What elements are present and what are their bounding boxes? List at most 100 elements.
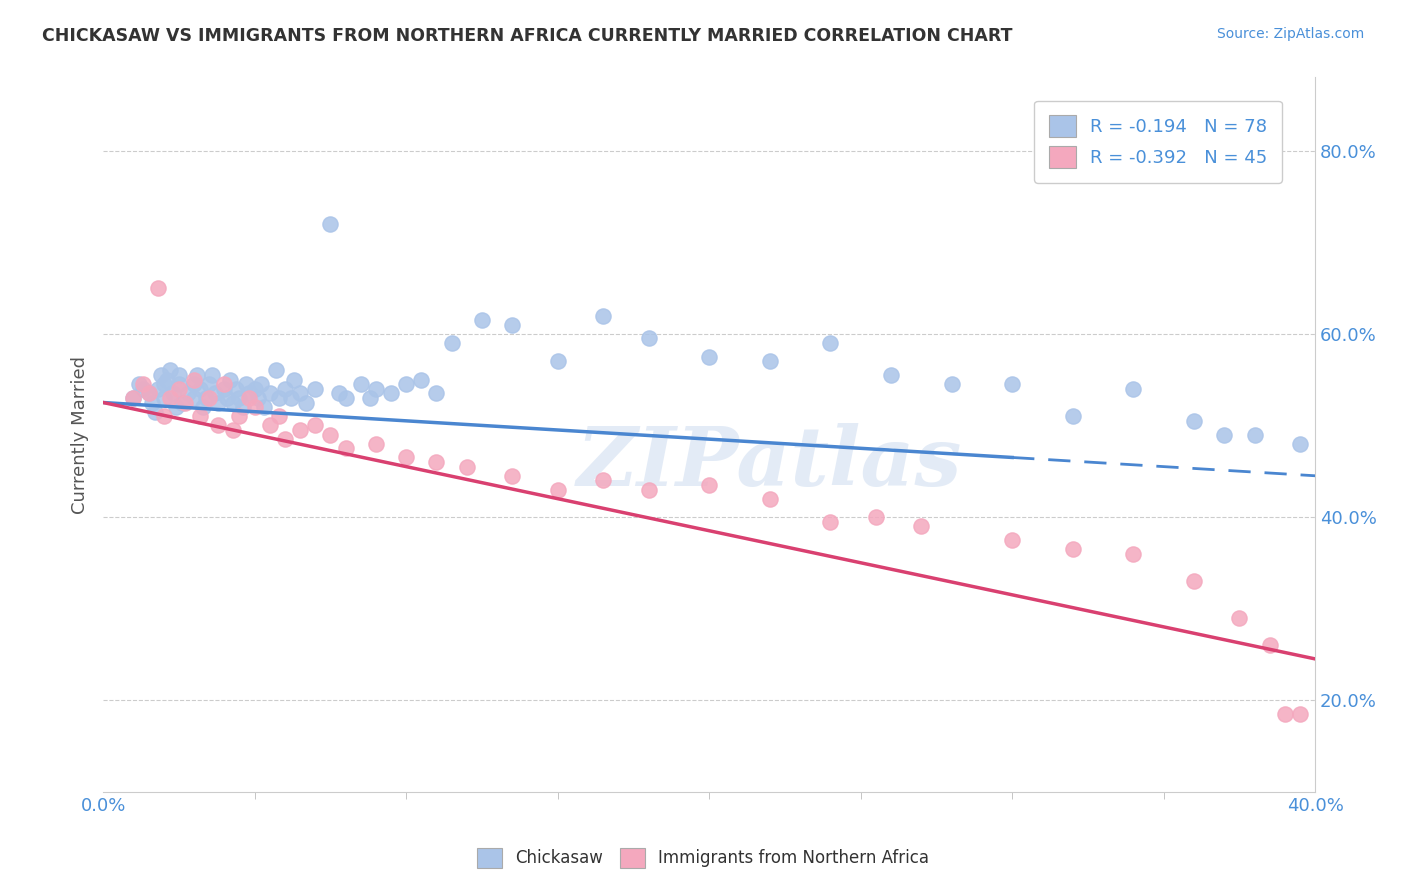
- Text: CHICKASAW VS IMMIGRANTS FROM NORTHERN AFRICA CURRENTLY MARRIED CORRELATION CHART: CHICKASAW VS IMMIGRANTS FROM NORTHERN AF…: [42, 27, 1012, 45]
- Point: [152, 377, 174, 392]
- Point: [304, 418, 326, 433]
- Point: [1062, 542, 1084, 557]
- Point: [1289, 436, 1312, 450]
- Point: [138, 386, 160, 401]
- Point: [177, 386, 200, 401]
- Point: [1001, 377, 1024, 392]
- Point: [167, 368, 190, 382]
- Point: [174, 395, 197, 409]
- Point: [235, 377, 257, 392]
- Point: [364, 436, 387, 450]
- Point: [1182, 574, 1205, 588]
- Point: [350, 377, 373, 392]
- Point: [238, 386, 260, 401]
- Point: [165, 400, 187, 414]
- Point: [304, 382, 326, 396]
- Point: [1289, 706, 1312, 721]
- Point: [243, 400, 266, 414]
- Point: [592, 309, 614, 323]
- Point: [697, 478, 720, 492]
- Point: [183, 373, 205, 387]
- Point: [159, 391, 181, 405]
- Point: [259, 386, 281, 401]
- Point: [259, 418, 281, 433]
- Point: [425, 386, 447, 401]
- Point: [183, 377, 205, 392]
- Point: [131, 377, 153, 392]
- Point: [758, 354, 780, 368]
- Point: [152, 391, 174, 405]
- Point: [219, 373, 242, 387]
- Point: [228, 391, 250, 405]
- Point: [222, 395, 245, 409]
- Point: [1229, 611, 1251, 625]
- Point: [411, 373, 433, 387]
- Point: [152, 409, 174, 424]
- Point: [319, 217, 342, 231]
- Point: [249, 377, 271, 392]
- Point: [364, 382, 387, 396]
- Legend: Chickasaw, Immigrants from Northern Africa: Chickasaw, Immigrants from Northern Afri…: [470, 841, 936, 875]
- Point: [146, 281, 169, 295]
- Legend: R = -0.194   N = 78, R = -0.392   N = 45: R = -0.194 N = 78, R = -0.392 N = 45: [1035, 101, 1282, 183]
- Point: [697, 350, 720, 364]
- Point: [319, 427, 342, 442]
- Point: [167, 377, 190, 392]
- Point: [910, 519, 932, 533]
- Point: [380, 386, 402, 401]
- Point: [246, 391, 269, 405]
- Point: [1243, 427, 1265, 442]
- Point: [1213, 427, 1236, 442]
- Point: [188, 382, 211, 396]
- Point: [1122, 382, 1144, 396]
- Point: [195, 391, 218, 405]
- Point: [149, 368, 172, 382]
- Point: [820, 336, 842, 351]
- Point: [167, 382, 190, 396]
- Point: [253, 400, 276, 414]
- Point: [637, 331, 659, 345]
- Point: [214, 377, 236, 392]
- Point: [501, 468, 523, 483]
- Point: [198, 377, 221, 392]
- Point: [592, 474, 614, 488]
- Point: [941, 377, 963, 392]
- Point: [471, 313, 494, 327]
- Point: [264, 363, 287, 377]
- Point: [267, 391, 290, 405]
- Point: [335, 391, 357, 405]
- Point: [547, 483, 569, 497]
- Point: [141, 395, 163, 409]
- Point: [138, 386, 160, 401]
- Point: [191, 400, 214, 414]
- Point: [1122, 547, 1144, 561]
- Point: [183, 391, 205, 405]
- Point: [295, 395, 318, 409]
- Point: [188, 409, 211, 424]
- Point: [122, 391, 145, 405]
- Point: [159, 363, 181, 377]
- Point: [637, 483, 659, 497]
- Point: [204, 386, 226, 401]
- Point: [238, 391, 260, 405]
- Point: [328, 386, 350, 401]
- Point: [217, 391, 239, 405]
- Point: [395, 377, 418, 392]
- Point: [865, 510, 887, 524]
- Point: [456, 459, 478, 474]
- Point: [186, 368, 208, 382]
- Point: [143, 405, 166, 419]
- Point: [280, 391, 302, 405]
- Point: [1258, 638, 1281, 652]
- Point: [1182, 414, 1205, 428]
- Point: [207, 395, 229, 409]
- Text: Source: ZipAtlas.com: Source: ZipAtlas.com: [1216, 27, 1364, 41]
- Y-axis label: Currently Married: Currently Married: [72, 356, 89, 514]
- Point: [225, 382, 247, 396]
- Point: [214, 382, 236, 396]
- Point: [880, 368, 903, 382]
- Point: [274, 432, 297, 446]
- Point: [201, 368, 224, 382]
- Point: [359, 391, 381, 405]
- Point: [288, 423, 311, 437]
